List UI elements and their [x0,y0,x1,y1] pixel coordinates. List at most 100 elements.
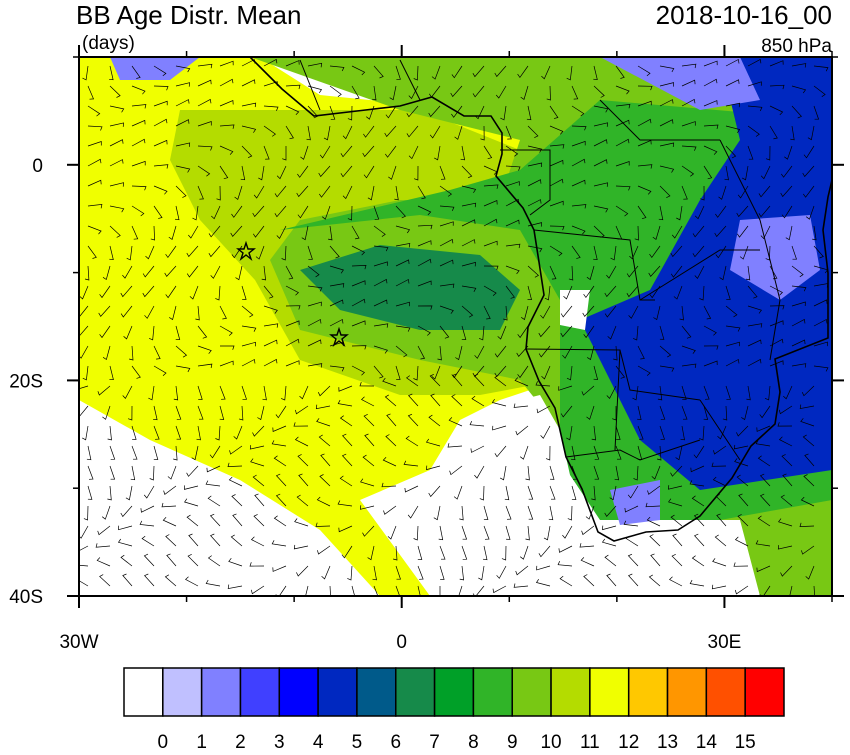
wind-barb [298,473,309,487]
wind-barb [87,125,103,131]
x-tick-label: 30W [59,632,98,653]
wind-barb [734,458,749,467]
wind-barb [255,245,265,260]
wind-barb [672,533,683,547]
wind-barb [604,505,617,517]
wind-barb [430,393,441,407]
wind-barb [586,405,595,420]
wind-barb [757,515,771,527]
wind-barb [403,460,419,467]
colorbar-label: 3 [274,732,285,750]
wind-barb [120,505,133,518]
wind-barb [781,165,793,178]
wind-barb [153,139,168,147]
colorbar-box [550,667,591,717]
wind-barb [83,505,89,521]
wind-barb [802,165,815,178]
wind-barb [544,285,551,301]
wind-barb [329,105,336,120]
wind-barb [229,445,243,455]
wind-barb [741,405,749,421]
wind-barb [703,145,718,155]
wind-barb [783,385,793,400]
colorbar-label: 8 [468,732,479,750]
wind-barb [756,565,771,573]
wind-barb [527,245,543,253]
wind-barb [109,245,114,260]
wind-barb [566,425,573,441]
wind-barb [782,473,793,487]
wind-barb [769,84,785,90]
wind-barb [87,225,102,235]
wind-barb [252,474,265,487]
wind-barb [425,438,441,447]
wind-barb [791,245,797,260]
wind-barb [657,385,663,401]
wind-barb [209,513,221,527]
colorbar-label: 9 [507,732,518,750]
wind-barb [373,278,388,287]
wind-barb [703,385,710,400]
wind-barb [329,585,331,596]
wind-barb [557,560,573,567]
wind-barb [87,245,97,259]
wind-barb [307,85,323,94]
wind-barb [197,405,204,420]
wind-barb [769,320,784,327]
colorbar-box [317,667,358,717]
wind-barb [164,265,177,277]
wind-barb [571,179,586,187]
wind-barb [461,525,468,540]
wind-barb [800,496,815,507]
wind-barb [360,396,375,407]
wind-barb [769,305,785,310]
wind-barb [228,557,243,567]
wind-barb [604,554,617,567]
wind-barb [191,445,199,461]
wind-barb [585,505,595,520]
wind-barb [125,485,133,501]
wind-barb [131,119,146,127]
wind-barb [395,565,401,580]
wind-barb [153,100,168,107]
wind-barb [781,205,793,219]
wind-barb [252,205,265,218]
wind-barb [566,365,573,381]
wind-barb [87,465,94,480]
wind-barb [360,505,375,510]
wind-barb [711,462,727,467]
wind-barb [153,425,160,440]
wind-barb [316,496,331,507]
wind-barb [153,118,168,127]
wind-barb [563,285,573,300]
wind-barb [495,85,507,99]
wind-barb [131,445,138,460]
wind-barb [230,225,243,237]
wind-barb [109,465,116,480]
wind-barb [395,278,410,287]
wind-barb [609,485,617,501]
wind-barb [109,139,124,147]
wind-barb [168,225,177,240]
wind-barb [318,165,331,178]
wind-barb [342,433,353,447]
wind-barb [197,63,213,69]
wind-barb [703,345,719,350]
wind-barb [389,85,397,101]
wind-barb [478,325,485,341]
wind-barb [434,145,441,161]
wind-barb [515,425,529,436]
wind-barb [593,139,608,147]
wind-barb [546,85,551,101]
wind-barb [699,285,705,301]
wind-barb [263,305,278,314]
wind-barb [633,465,639,481]
wind-barb [274,185,287,198]
wind-barb [570,445,576,461]
wind-barb [535,579,551,587]
wind-barb [583,325,595,339]
wind-barb [734,536,749,547]
wind-barb [791,339,806,347]
wind-barb [186,465,199,477]
wind-barb [527,222,542,227]
